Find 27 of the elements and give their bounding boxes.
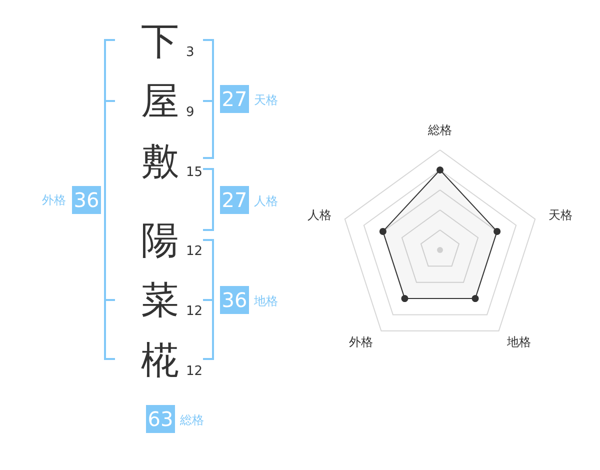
spoke-label: 外格 [348, 335, 373, 350]
spoke-label: 総格 [427, 123, 452, 137]
text: 3 [186, 45, 194, 60]
text: 12 [186, 244, 203, 259]
spoke-label: 天格 [548, 208, 572, 222]
text: 地格 [254, 294, 278, 308]
text: 外格 [42, 192, 66, 206]
text: 菜 [141, 278, 179, 322]
text: 総格 [180, 413, 204, 427]
text: 下 [141, 19, 179, 63]
text: 天格 [254, 93, 278, 107]
spoke-label: 人格 [308, 208, 332, 222]
text: 椛 [141, 338, 179, 382]
text: 12 [186, 304, 203, 319]
text: 27 [220, 85, 249, 113]
spoke-label: 地格 [506, 335, 532, 350]
text: 9 [186, 105, 194, 120]
text: 63 [146, 405, 175, 433]
text: 27 [220, 186, 249, 214]
text: 12 [186, 364, 203, 379]
text: 陽 [141, 218, 179, 262]
text: 36 [72, 186, 101, 214]
text: 人格 [254, 194, 278, 208]
text: 敷 [141, 139, 179, 183]
text: 36 [220, 286, 249, 314]
text: 屋 [141, 79, 179, 123]
text: 15 [186, 165, 203, 180]
